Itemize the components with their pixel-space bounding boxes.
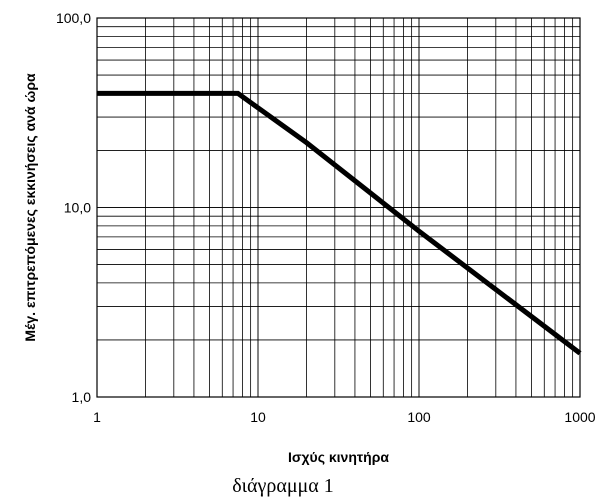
series-line (97, 90, 582, 356)
x-tick-label: 100 (407, 409, 431, 425)
y-tick-label: 100,0 (56, 10, 91, 26)
x-tick-label: 1 (93, 409, 101, 425)
tick-labels: 1 10 100 1000 1,0 10,0 100,0 (56, 10, 596, 425)
x-tick-label: 10 (250, 409, 266, 425)
y-tick-label: 1,0 (72, 389, 92, 405)
y-tick-label: 10,0 (64, 200, 91, 216)
series-layer (97, 90, 582, 356)
plot-frame (96, 17, 581, 398)
grid (96, 17, 581, 398)
y-axis-title: Μέγ. επιτρεπόμενες εκκινήσεις ανά ώρα (22, 73, 38, 342)
chart-caption: διάγραμμα 1 (232, 475, 334, 497)
x-axis-title: Ισχύς κινητήρα (288, 449, 389, 465)
x-tick-label: 1000 (564, 409, 595, 425)
